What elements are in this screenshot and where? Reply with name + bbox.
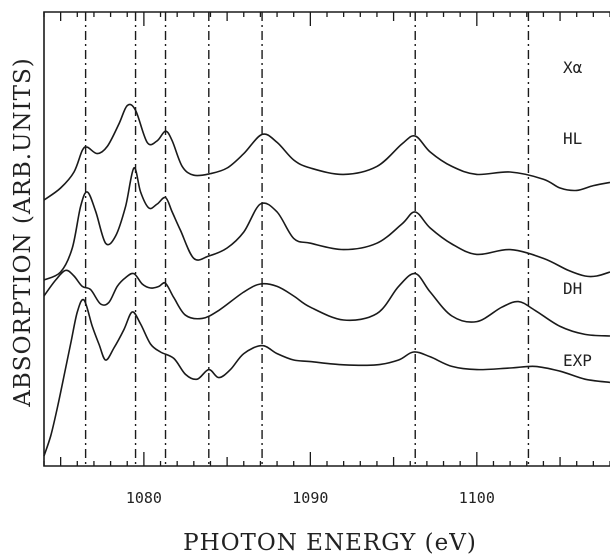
curve-dh xyxy=(43,269,610,337)
series-label-exp: EXP xyxy=(563,351,592,370)
x-tick-label-1090: 1090 xyxy=(292,489,328,507)
series-label-hl: HL xyxy=(563,129,582,148)
y-axis-title: ABSORPTION (ARB.UNITS) xyxy=(10,57,36,407)
spectra-curves xyxy=(43,103,610,457)
curve-exp xyxy=(43,298,610,457)
x-tick-label-1100: 1100 xyxy=(459,489,495,507)
x-tick-label-1080: 1080 xyxy=(126,489,162,507)
x-axis-ticks: 1080 1090 1100 xyxy=(43,12,610,507)
series-label-x-: Xα xyxy=(563,58,583,77)
x-axis-title: PHOTON ENERGY (eV) xyxy=(183,530,477,556)
curve-x- xyxy=(43,103,610,201)
curve-hl xyxy=(43,167,610,281)
reference-dashed-lines xyxy=(84,12,530,466)
series-label-dh: DH xyxy=(563,279,582,298)
plot-frame xyxy=(43,11,610,467)
series-labels: Xα HL DH EXP xyxy=(563,58,592,370)
